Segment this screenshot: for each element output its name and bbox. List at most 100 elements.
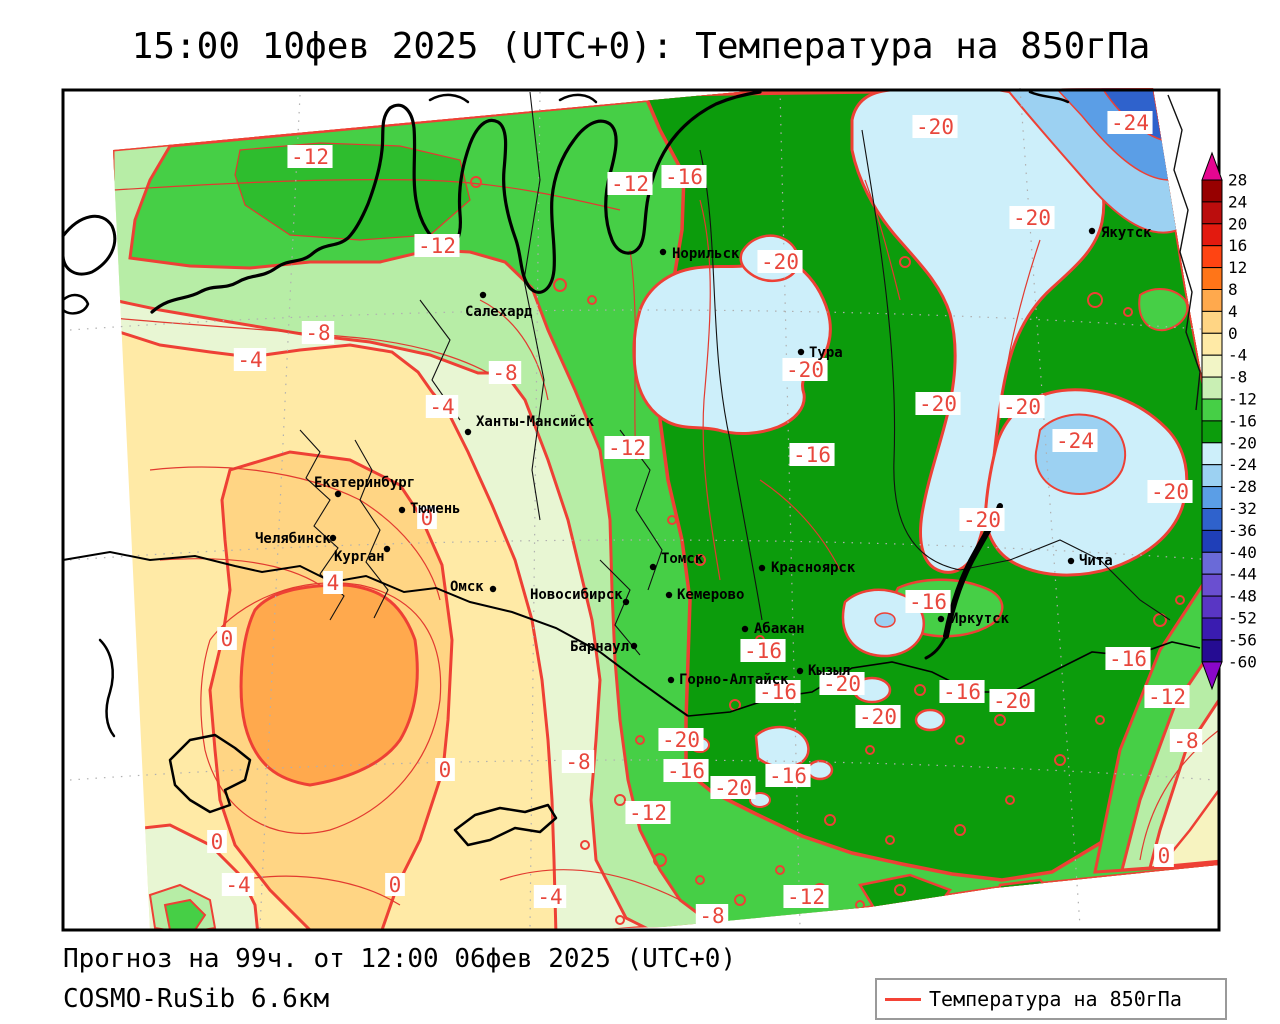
city-marker	[759, 565, 765, 571]
colorbar-cell	[1202, 530, 1222, 552]
weather-map: -12-12-16-20-24-20-20-12-8-4-8-20-4-12-1…	[0, 0, 1280, 1024]
colorbar-tick: 4	[1228, 302, 1238, 321]
legend-line-icon	[885, 998, 921, 1001]
city-marker	[335, 491, 341, 497]
contour-label: -20	[859, 705, 897, 729]
contour-label: -12	[418, 234, 456, 258]
contour-label: -12	[787, 885, 825, 909]
colorbar-cell	[1202, 377, 1222, 399]
contour-label: -16	[909, 590, 947, 614]
colorbar-cell	[1202, 552, 1222, 574]
colorbar-tick: -44	[1228, 565, 1257, 584]
colorbar-tick: -20	[1228, 433, 1257, 452]
city-label: Абакан	[754, 621, 805, 637]
legend-label: Температура на 850гПа	[929, 987, 1182, 1011]
dark-islet	[995, 880, 1060, 918]
contour-label: -16	[665, 165, 703, 189]
cold-pool-tura	[634, 258, 830, 433]
contour-label: 0	[439, 758, 452, 782]
city-marker	[465, 429, 471, 435]
forecast-info: Прогноз на 99ч. от 12:00 06фев 2025 (UTC…	[63, 944, 736, 974]
colorbar-tick: -4	[1228, 346, 1247, 365]
colorbar-tick: -60	[1228, 652, 1257, 671]
contour-label: -16	[1109, 647, 1147, 671]
city-label: Омск	[450, 579, 484, 595]
colorbar-tick: -40	[1228, 543, 1257, 562]
city-marker	[666, 592, 672, 598]
city-label: Норильск	[672, 246, 740, 262]
contour-label: -8	[1173, 729, 1198, 753]
colorbar-cell	[1202, 465, 1222, 487]
city-marker	[798, 349, 804, 355]
city-marker	[1068, 558, 1074, 564]
contour-label: -16	[744, 639, 782, 663]
colorbar-cell	[1202, 618, 1222, 640]
contour-label: -20	[662, 728, 700, 752]
city-label: Новосибирск	[530, 587, 623, 603]
contour-label: -8	[699, 904, 724, 928]
contour-label: -20	[786, 358, 824, 382]
contour-label: 0	[389, 873, 402, 897]
city-marker	[631, 643, 637, 649]
contour-label: -4	[429, 395, 454, 419]
colorbar-cell	[1202, 640, 1222, 662]
colorbar-tick: 8	[1228, 280, 1238, 299]
city-marker	[742, 626, 748, 632]
city-marker	[1089, 228, 1095, 234]
contour-label: 0	[221, 627, 234, 651]
legend: Температура на 850гПа	[875, 978, 1227, 1020]
contour-label: -20	[963, 508, 1001, 532]
colorbar-tick: -36	[1228, 521, 1257, 540]
city-label: Тюмень	[410, 501, 461, 517]
colorbar-tick: -32	[1228, 499, 1257, 518]
contour-label: -12	[608, 436, 646, 460]
colorbar-tick: -8	[1228, 368, 1247, 387]
city-label: Горно-Алтайск	[679, 672, 789, 688]
contour-label: -20	[714, 776, 752, 800]
colorbar-cell	[1202, 487, 1222, 509]
colorbar-cell	[1202, 596, 1222, 618]
colorbar-cell	[1202, 421, 1222, 443]
colorbar-cell	[1202, 290, 1222, 312]
colorbar-tick: 12	[1228, 258, 1247, 277]
colorbar-cell	[1202, 180, 1222, 202]
contour-label: -12	[1148, 685, 1186, 709]
city-label: Тура	[809, 345, 843, 361]
city-marker	[660, 249, 666, 255]
colorbar-cell	[1202, 224, 1222, 246]
colorbar-tick: 16	[1228, 236, 1247, 255]
city-label: Салехард	[465, 304, 533, 320]
city-marker	[384, 546, 390, 552]
contour-label: -20	[993, 689, 1031, 713]
contour-label: -20	[1013, 206, 1051, 230]
city-label: Кемерово	[677, 587, 744, 603]
colorbar-cell	[1202, 268, 1222, 290]
contour-label: -20	[761, 250, 799, 274]
colorbar-tick: -52	[1228, 609, 1257, 628]
contour-label: 4	[327, 571, 340, 595]
colorbar-tick: -28	[1228, 477, 1257, 496]
contour-label: -20	[919, 392, 957, 416]
city-label: Барнаул	[570, 639, 629, 655]
colorbar-tick: -48	[1228, 587, 1257, 606]
colorbar-cell	[1202, 574, 1222, 596]
contour-label: -16	[667, 759, 705, 783]
colorbar-tick: 20	[1228, 214, 1247, 233]
city-marker	[650, 564, 656, 570]
contour-label: 0	[1158, 844, 1171, 868]
sayan-pocket-blue	[875, 613, 895, 627]
colorbar-cell	[1202, 311, 1222, 333]
contour-label: -8	[492, 361, 517, 385]
colorbar-tick: -16	[1228, 411, 1257, 430]
city-marker	[399, 507, 405, 513]
contour-label: -4	[225, 873, 250, 897]
colorbar-cell	[1202, 509, 1222, 531]
city-label: Ханты-Мансийск	[476, 414, 595, 430]
colorbar-group: 2824201612840-4-8-12-16-20-24-28-32-36-4…	[1202, 153, 1257, 689]
contour-label: -24	[1056, 429, 1094, 453]
city-label: Якутск	[1101, 225, 1152, 241]
contour-label: -20	[1003, 395, 1041, 419]
contour-label: -12	[291, 145, 329, 169]
city-label: Красноярск	[771, 560, 856, 576]
colorbar-tick: -12	[1228, 390, 1257, 409]
